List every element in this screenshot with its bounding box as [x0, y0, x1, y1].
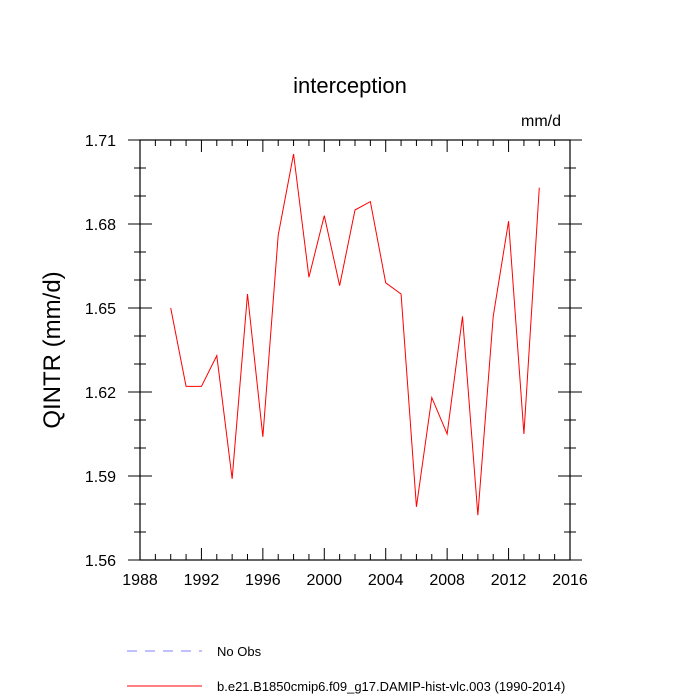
- series-line: [170, 153, 540, 516]
- y-tick-label: 1.62: [85, 385, 116, 402]
- y-tick-label: 1.56: [85, 553, 116, 570]
- x-tick-label: 1996: [245, 572, 281, 589]
- x-tick-label: 2004: [368, 572, 404, 589]
- y-tick-label: 1.59: [85, 469, 116, 486]
- x-tick-label: 1992: [184, 572, 220, 589]
- y-tick-label: 1.68: [85, 217, 116, 234]
- legend-label-model: b.e21.B1850cmip6.f09_g17.DAMIP-hist-vlc.…: [217, 679, 565, 694]
- series-group: [170, 153, 540, 516]
- x-tick-label: 2000: [306, 572, 342, 589]
- x-tick-label: 2012: [491, 572, 527, 589]
- x-tick-label: 2008: [429, 572, 465, 589]
- y-axis-label: QINTR (mm/d): [39, 271, 66, 428]
- chart-title: interception: [293, 73, 407, 98]
- y-tick-label: 1.71: [85, 133, 116, 150]
- y-tick-label: 1.65: [85, 301, 116, 318]
- legend-label-no-obs: No Obs: [217, 644, 262, 659]
- legend: No Obs b.e21.B1850cmip6.f09_g17.DAMIP-hi…: [127, 644, 565, 694]
- x-tick-label: 2016: [552, 572, 588, 589]
- x-tick-label: 1988: [122, 572, 158, 589]
- plot-frame: [139, 139, 571, 561]
- units-label: mm/d: [521, 113, 561, 130]
- axis-ticks: [128, 139, 582, 561]
- tick-labels: 1988 1992 1996 2000 2004 2008 2012 2016 1.56 1.59…: [85, 133, 588, 589]
